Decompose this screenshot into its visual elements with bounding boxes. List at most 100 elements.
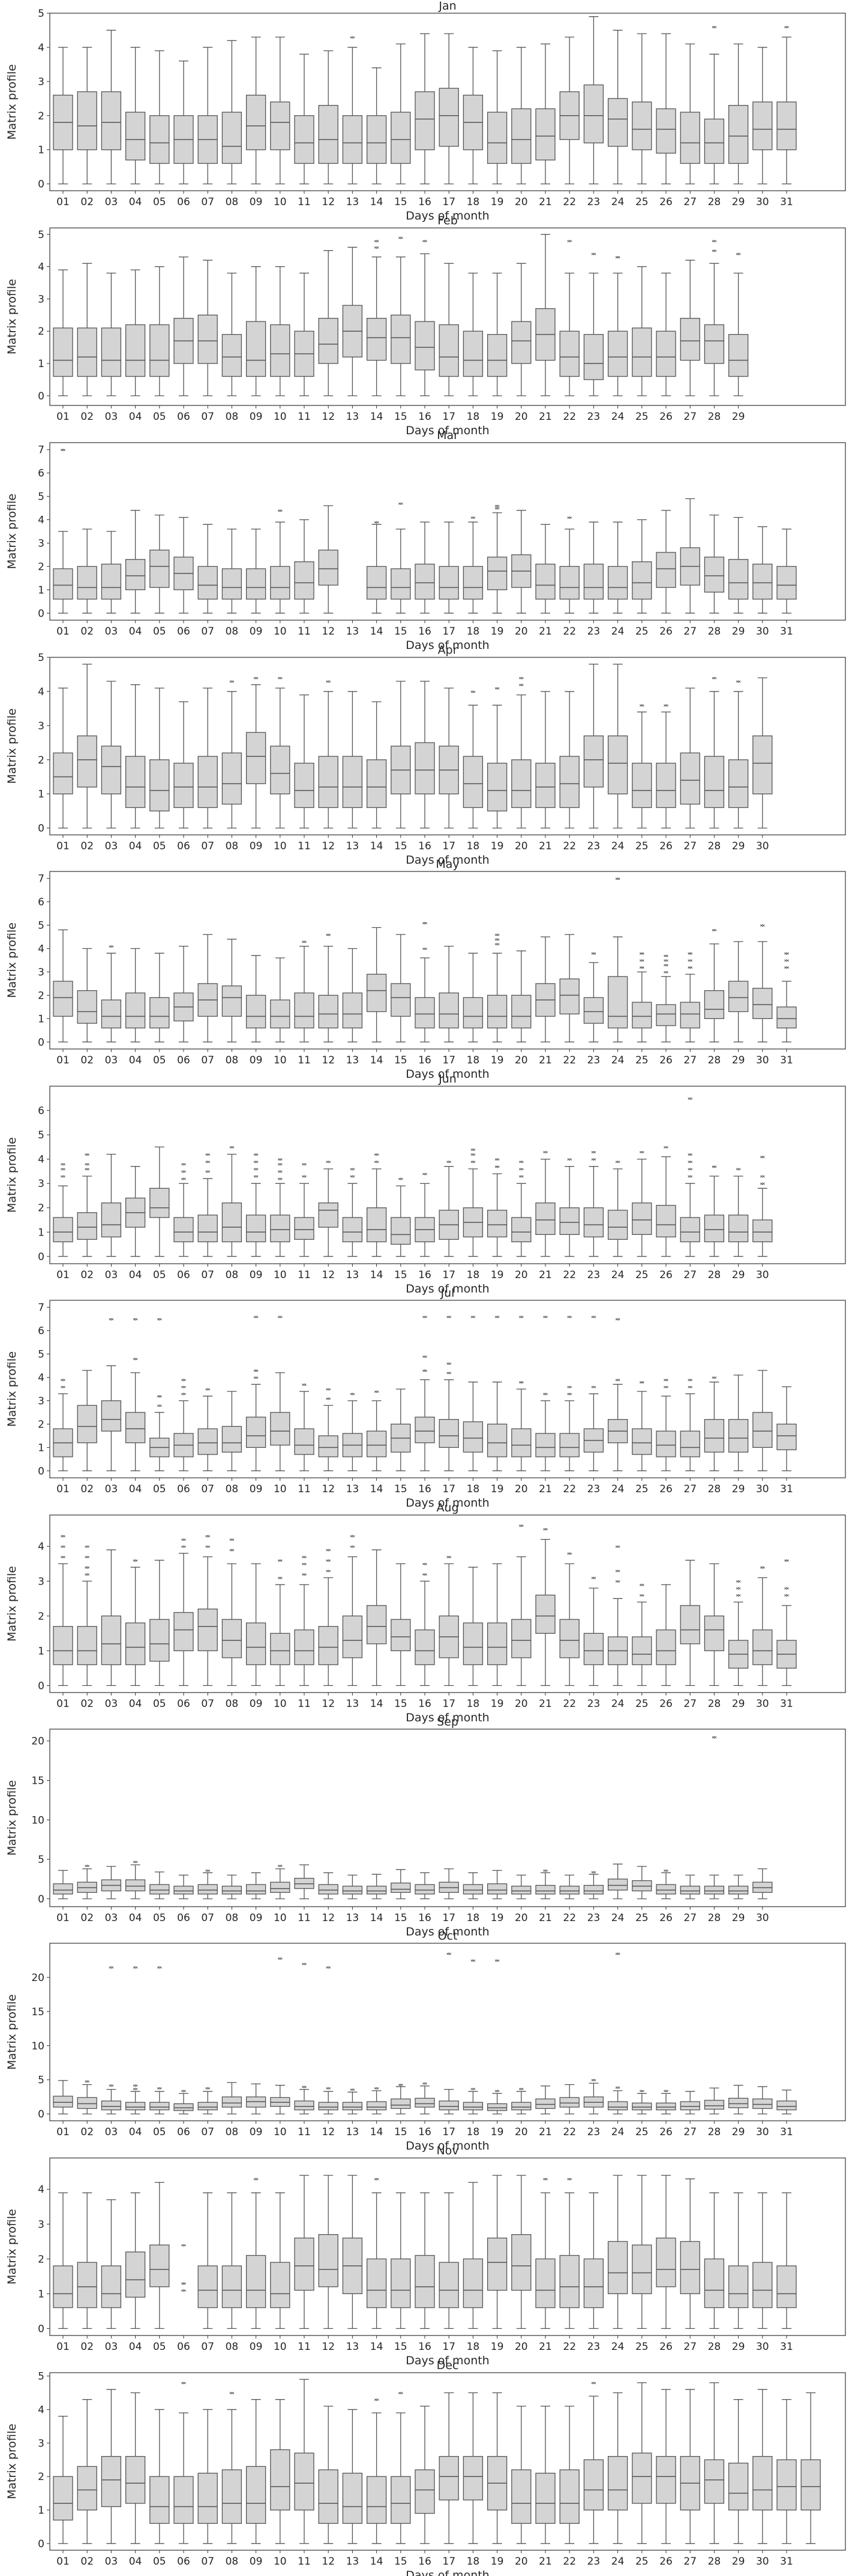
x-tick-label: 26 (659, 1054, 673, 1066)
outlier-point (591, 1150, 596, 1154)
box-21 (535, 2085, 556, 2115)
box-21 (535, 936, 556, 1042)
x-tick-label: 17 (442, 1269, 455, 1281)
iqr-box (680, 752, 700, 805)
x-tick-label: 16 (418, 626, 431, 638)
box-15 (391, 681, 411, 829)
outlier-point (591, 2382, 596, 2385)
box-08 (221, 528, 242, 614)
box-12 (318, 1549, 338, 1687)
box-17 (439, 521, 459, 614)
y-tick-label: 1 (38, 584, 44, 596)
outlier-point (61, 1378, 65, 1382)
iqr-box (559, 1207, 580, 1235)
iqr-box (366, 115, 387, 164)
iqr-box (366, 566, 387, 600)
outlier-point (350, 1393, 355, 1396)
box-27 (680, 952, 700, 1042)
y-tick-label: 2 (38, 2253, 44, 2265)
iqr-box (728, 1886, 749, 1895)
outlier-point (736, 1594, 741, 1597)
outlier-point (567, 516, 572, 519)
x-tick-label: 24 (611, 1483, 625, 1495)
x-tick-label: 29 (732, 1269, 745, 1281)
iqr-box (101, 563, 122, 600)
box-11 (294, 2175, 314, 2329)
box-28 (704, 2087, 725, 2115)
iqr-box (463, 2455, 484, 2500)
outlier-point (591, 1576, 596, 1580)
box-19 (487, 1869, 508, 1899)
iqr-box (53, 752, 73, 795)
iqr-box (366, 318, 387, 361)
x-tick-label: 28 (708, 840, 721, 852)
x-tick-label: 27 (683, 626, 697, 638)
box-09 (245, 266, 266, 396)
iqr-box (173, 2103, 194, 2111)
x-tick-label: 21 (539, 1054, 552, 1066)
box-15 (391, 2192, 411, 2329)
iqr-box (583, 1207, 604, 1238)
outlier-point (205, 1535, 211, 1538)
box-30 (752, 1370, 773, 1471)
x-tick-label: 02 (80, 1483, 94, 1495)
outlier-point (567, 2178, 572, 2181)
box-26 (656, 704, 676, 829)
outlier-point (205, 1161, 211, 1164)
x-tick-label: 04 (129, 2126, 142, 2138)
x-tick-label: 08 (226, 2126, 239, 2138)
iqr-box (245, 94, 266, 151)
outlier-point (85, 1153, 90, 1156)
x-tick-label: 25 (635, 626, 649, 638)
outlier-point (205, 1545, 211, 1548)
x-tick-label: 16 (418, 1912, 431, 1924)
x-tick-label: 23 (587, 840, 601, 852)
box-04 (125, 1966, 146, 2115)
iqr-box (776, 566, 797, 600)
x-tick-label: 27 (683, 840, 697, 852)
x-tick-label: 07 (201, 1483, 214, 1495)
x-tick-label: 20 (515, 1269, 528, 1281)
outlier-point (494, 933, 500, 936)
x-tick-label: 23 (587, 1698, 601, 1710)
iqr-box (391, 983, 411, 1017)
outlier-point (326, 1397, 331, 1400)
box-24 (607, 521, 628, 614)
box-08 (221, 680, 242, 829)
x-tick-label: 08 (226, 2556, 239, 2568)
iqr-box (632, 762, 652, 808)
outlier-point (181, 1177, 186, 1180)
outlier-point (133, 1966, 138, 1969)
iqr-box (53, 1626, 73, 1666)
outlier-point (374, 1153, 379, 1156)
iqr-box (342, 1615, 363, 1658)
outlier-point (277, 1158, 283, 1161)
iqr-box (366, 973, 387, 1012)
outlier-point (712, 928, 717, 932)
box-19 (487, 933, 508, 1042)
box-13 (342, 1535, 363, 1687)
box-24 (607, 663, 628, 829)
outlier-point (615, 877, 620, 880)
box-05 (149, 1559, 170, 1687)
outlier-point (591, 2079, 596, 2082)
iqr-box (294, 1217, 314, 1240)
x-tick-label: 28 (708, 2556, 721, 2568)
iqr-box (53, 981, 73, 1017)
box-20 (511, 2175, 532, 2329)
x-tick-label: 02 (80, 2126, 94, 2138)
outlier-point (109, 1966, 114, 1969)
x-tick-label: 27 (683, 2126, 697, 2138)
iqr-box (366, 2258, 387, 2309)
iqr-box (415, 1884, 435, 1895)
x-tick-label: 05 (153, 2341, 166, 2353)
x-tick-label: 30 (756, 840, 769, 852)
y-tick-label: 4 (38, 1154, 44, 1166)
outlier-point (181, 2244, 186, 2247)
iqr-box (318, 1884, 338, 1895)
x-tick-label: 07 (201, 1698, 214, 1710)
box-31 (776, 26, 797, 185)
y-tick-label: 1 (38, 2505, 44, 2517)
x-tick-label: 13 (346, 411, 359, 423)
x-tick-label: 16 (418, 411, 431, 423)
